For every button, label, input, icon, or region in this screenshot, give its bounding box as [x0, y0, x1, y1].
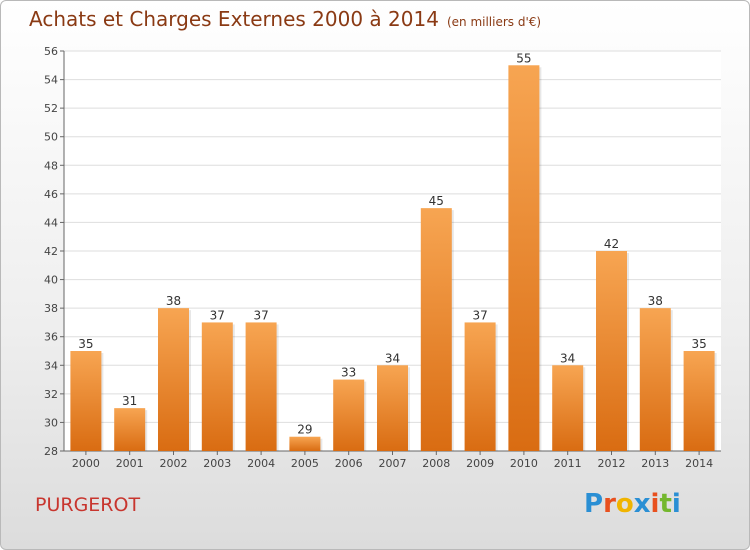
x-tick-label: 2009	[466, 457, 494, 470]
y-tick-label: 56	[44, 45, 58, 58]
data-label: 38	[648, 294, 663, 308]
logo-letter: o	[615, 489, 634, 519]
x-tick-label: 2003	[203, 457, 231, 470]
data-label: 37	[253, 308, 268, 322]
x-tick-label: 2008	[422, 457, 450, 470]
logo-letter: r	[603, 489, 616, 519]
x-tick-label: 2007	[379, 457, 407, 470]
bar	[683, 351, 715, 451]
data-label: 35	[78, 337, 93, 351]
data-label: 29	[297, 423, 312, 437]
bar	[420, 208, 452, 451]
title-main: Achats et Charges Externes 2000 à 2014	[29, 7, 439, 31]
y-tick-label: 42	[44, 245, 58, 258]
data-label: 35	[691, 337, 706, 351]
x-tick-label: 2000	[72, 457, 100, 470]
x-tick-label: 2001	[116, 457, 144, 470]
bar	[70, 351, 102, 451]
y-tick-label: 32	[44, 388, 58, 401]
title-unit: (en milliers d'€)	[446, 15, 542, 29]
logo-letter: x	[633, 489, 651, 519]
y-tick-label: 44	[44, 216, 58, 229]
bar	[552, 365, 584, 451]
x-tick-label: 2002	[160, 457, 188, 470]
data-label: 31	[122, 394, 137, 408]
x-tick-label: 2005	[291, 457, 319, 470]
bar	[508, 65, 540, 452]
x-tick-label: 2010	[510, 457, 538, 470]
bar	[639, 308, 671, 451]
x-tick-label: 2012	[598, 457, 626, 470]
data-label: 34	[560, 351, 575, 365]
data-label: 37	[210, 308, 225, 322]
y-tick-label: 30	[44, 416, 58, 429]
logo-letter: i	[650, 489, 660, 519]
y-tick-label: 54	[44, 74, 58, 87]
proxiti-logo[interactable]: Proxiti	[584, 489, 681, 519]
bar	[596, 251, 627, 451]
bar	[464, 322, 496, 451]
y-tick-label: 52	[44, 102, 58, 115]
data-label: 45	[429, 194, 444, 208]
x-tick-label: 2014	[685, 457, 713, 470]
y-tick-label: 46	[44, 188, 58, 201]
logo-letter: t	[659, 489, 672, 519]
y-tick-label: 40	[44, 274, 58, 287]
data-label: 38	[166, 294, 181, 308]
y-tick-label: 36	[44, 331, 58, 344]
bar	[245, 322, 277, 451]
commune-name: PURGEROT	[35, 494, 141, 516]
data-label: 55	[516, 51, 531, 65]
y-tick-label: 38	[44, 302, 58, 315]
logo-letter: i	[671, 489, 681, 519]
y-tick-label: 28	[44, 445, 58, 458]
bar	[377, 365, 408, 451]
y-tick-label: 48	[44, 159, 58, 172]
data-label: 37	[472, 308, 487, 322]
y-tick-label: 34	[44, 359, 58, 372]
bar	[114, 408, 146, 451]
bar	[158, 308, 189, 451]
x-tick-label: 2013	[641, 457, 669, 470]
chart-title: Achats et Charges Externes 2000 à 2014 (e…	[29, 7, 541, 31]
x-tick-label: 2006	[335, 457, 363, 470]
data-label: 34	[385, 351, 400, 365]
bar	[201, 322, 233, 451]
x-tick-label: 2004	[247, 457, 275, 470]
bar	[289, 436, 321, 451]
logo-letter: P	[584, 489, 604, 519]
data-label: 42	[604, 237, 619, 251]
x-tick-label: 2011	[554, 457, 582, 470]
y-tick-label: 50	[44, 131, 58, 144]
bar	[333, 379, 365, 451]
data-label: 33	[341, 366, 356, 380]
